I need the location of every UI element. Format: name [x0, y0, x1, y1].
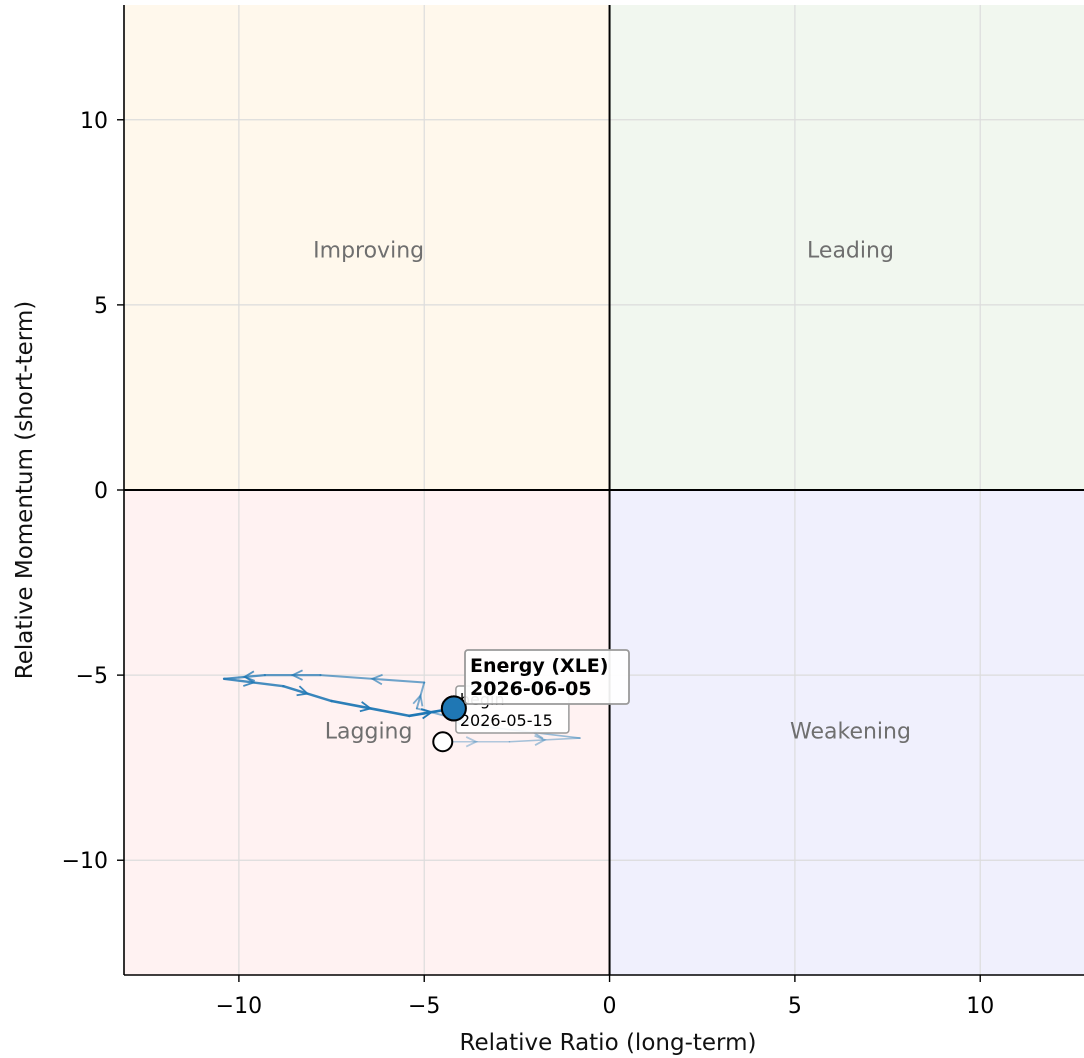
trail-arrowhead — [412, 693, 424, 707]
trail-arrowhead — [296, 685, 310, 697]
trail-arrowhead — [243, 675, 256, 687]
trail-arrowhead — [465, 736, 479, 748]
y-tick-label: 10 — [80, 109, 108, 134]
axes — [117, 5, 1084, 982]
x-tick-label: −10 — [216, 994, 262, 1019]
x-axis-title: Relative Ratio (long-term) — [460, 1030, 757, 1056]
start-annotation-date: 2026-05-15 — [460, 711, 553, 730]
quadrant-improving — [124, 5, 610, 490]
quadrant-label-improving: Improving — [313, 238, 424, 263]
end-marker-overlay — [440, 695, 467, 722]
x-tick-label: 5 — [788, 994, 802, 1019]
y-tick-label: −5 — [76, 664, 108, 689]
end-annotation-box — [464, 649, 630, 705]
quadrant-weakening — [609, 490, 1084, 975]
quadrant-label-leading: Leading — [807, 238, 894, 263]
y-tick-label: 5 — [94, 294, 108, 319]
y-tick-label: 0 — [94, 479, 108, 504]
y-tick-label: −10 — [62, 849, 108, 874]
zero-lines — [124, 5, 1084, 975]
trail-arrowhead — [534, 734, 547, 746]
trail-arrowhead — [370, 673, 383, 686]
x-tick-label: −5 — [408, 994, 440, 1019]
y-axis-title: Relative Momentum (short-term) — [12, 301, 38, 679]
x-tick-label: 0 — [603, 994, 617, 1019]
quadrant-labels: Improving Leading Lagging Weakening — [313, 238, 911, 744]
end-annotation-name: Energy (XLE) — [470, 655, 608, 677]
quadrant-leading — [609, 5, 1084, 490]
start-marker — [432, 731, 454, 753]
end-annotation-date: 2026-06-05 — [470, 678, 592, 700]
trail-segment — [508, 737, 581, 743]
quadrant-label-weakening: Weakening — [790, 720, 911, 745]
trail-arrowhead — [359, 701, 373, 713]
x-tick-label: 10 — [966, 994, 994, 1019]
tick-labels: −10 −5 0 5 10 −10 −5 0 5 10 — [62, 109, 995, 1019]
trail-arrowhead — [290, 669, 303, 681]
trail-arrowhead — [420, 708, 434, 720]
quadrant-label-lagging: Lagging — [325, 720, 413, 745]
